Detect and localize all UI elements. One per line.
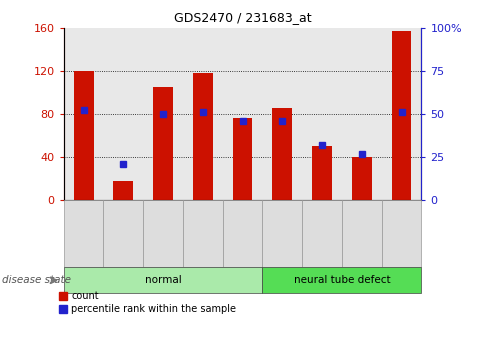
Text: normal: normal — [145, 275, 181, 285]
Text: disease state: disease state — [2, 275, 72, 285]
Text: neural tube defect: neural tube defect — [294, 275, 390, 285]
Bar — [113, 181, 133, 200]
Bar — [233, 118, 252, 200]
Bar — [272, 108, 292, 200]
Bar — [312, 146, 332, 200]
Bar — [193, 73, 213, 200]
Title: GDS2470 / 231683_at: GDS2470 / 231683_at — [174, 11, 311, 24]
Legend: count, percentile rank within the sample: count, percentile rank within the sample — [59, 291, 236, 314]
Bar — [74, 71, 94, 200]
Bar — [153, 87, 173, 200]
Bar — [392, 31, 412, 200]
Bar — [352, 157, 372, 200]
